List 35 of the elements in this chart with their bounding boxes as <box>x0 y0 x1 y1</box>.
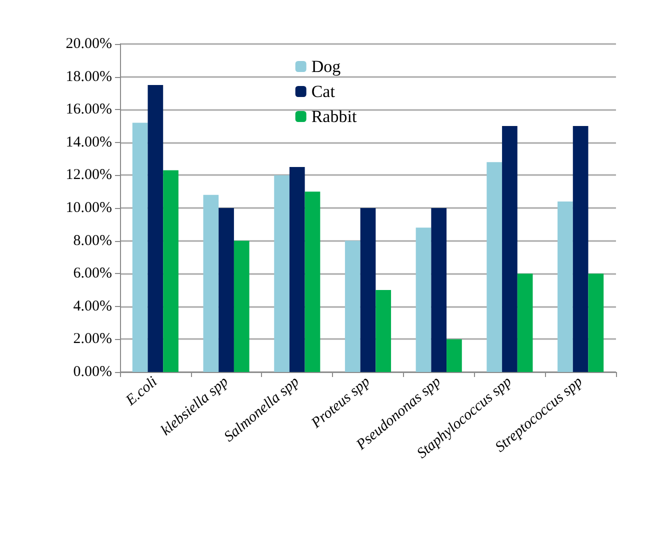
y-tick-label: 16.00% <box>66 102 112 118</box>
y-tick-label: 6.00% <box>73 266 112 282</box>
bar <box>344 240 360 372</box>
bar <box>163 170 178 372</box>
legend-label: Dog <box>311 57 342 76</box>
y-tick-label: 8.00% <box>73 232 112 249</box>
bar <box>218 208 234 372</box>
bar <box>416 228 432 372</box>
bar <box>289 167 305 372</box>
y-tick-label: 20.00% <box>66 36 112 52</box>
bar <box>558 201 573 372</box>
bar <box>502 126 518 372</box>
bar <box>148 85 164 372</box>
bar <box>588 274 604 372</box>
bar <box>486 162 502 372</box>
y-tick-label: 14.00% <box>66 134 112 150</box>
bar <box>431 208 447 372</box>
bar <box>517 274 533 372</box>
legend-label: Cat <box>311 82 336 101</box>
y-tick-label: 2.00% <box>73 331 112 348</box>
y-tick-label: 10.00% <box>66 200 112 216</box>
bar <box>132 122 148 372</box>
y-tick-label: 0.00% <box>73 364 112 380</box>
bar <box>572 126 588 372</box>
bar <box>234 240 250 372</box>
bar <box>304 192 320 372</box>
bar <box>274 175 290 372</box>
bar <box>446 339 462 372</box>
bar <box>360 208 376 372</box>
y-tick-label: 12.00% <box>66 167 112 184</box>
legend-label: Rabbit <box>311 107 357 126</box>
bar <box>203 194 219 372</box>
bar <box>376 290 392 372</box>
y-tick-label: 4.00% <box>73 298 112 314</box>
y-tick-label: 18.00% <box>66 68 112 85</box>
